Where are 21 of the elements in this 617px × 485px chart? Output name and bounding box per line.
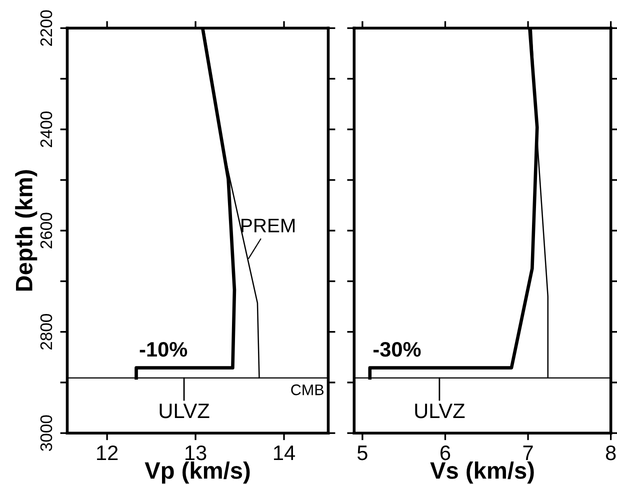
y-tick-label: 3000 — [40, 415, 52, 452]
x-tick-label: 7 — [523, 446, 533, 460]
y-axis-title: Depth (km) — [15, 170, 38, 291]
y-tick-label: 2800 — [40, 314, 52, 350]
annotation: -30% — [373, 342, 421, 357]
ref-line-label: CMB — [291, 384, 324, 396]
x-tick-label: 8 — [606, 445, 616, 460]
x-tick-label: 5 — [357, 446, 368, 460]
x-tick-label: 13 — [186, 445, 206, 460]
x-tick-label: 12 — [97, 445, 118, 460]
annotation: ULVZ — [160, 404, 210, 418]
x-axis-title: Vs (km/s) — [430, 462, 534, 484]
x-axis-title: Vp (km/s) — [144, 462, 250, 484]
x-tick-label: 6 — [440, 445, 450, 460]
y-tick-label: 2600 — [40, 212, 52, 248]
annotation: -10% — [140, 342, 188, 357]
annotation: ULVZ — [415, 404, 465, 418]
y-tick-label: 2400 — [40, 111, 52, 148]
annotation: PREM — [242, 218, 295, 232]
y-tick-label: 2200 — [40, 10, 52, 46]
x-tick-label: 14 — [274, 446, 295, 460]
